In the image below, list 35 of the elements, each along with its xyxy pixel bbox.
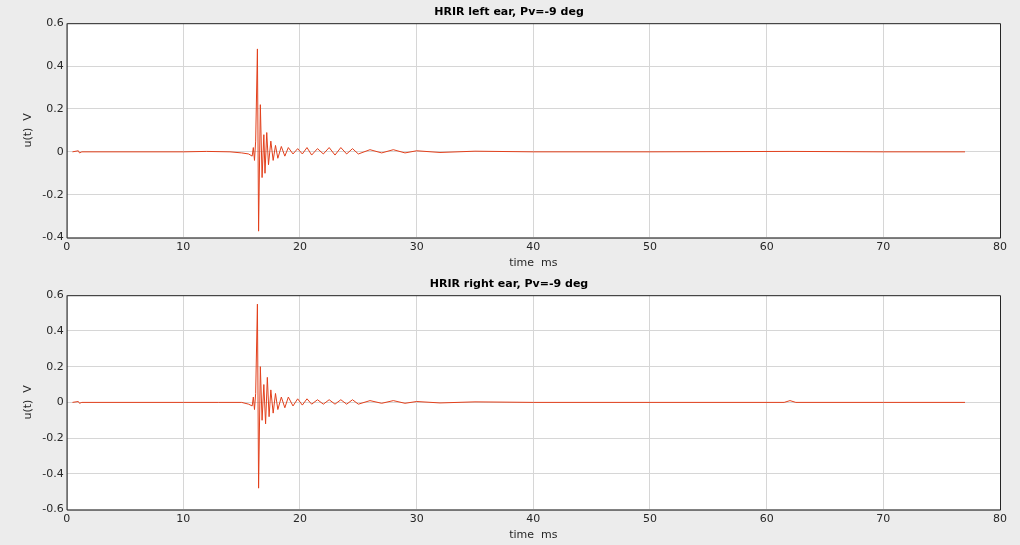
x-tick-label: 50 <box>643 240 657 254</box>
x-axis-title: time ms <box>509 528 558 542</box>
x-tick-label: 70 <box>876 240 891 254</box>
y-tick-label: -0.2 <box>42 187 64 201</box>
x-tick-label: 20 <box>293 240 307 254</box>
y-tick-label: -0.4 <box>42 230 64 244</box>
chart-title: HRIR left ear, Pv=-9 deg <box>434 5 584 19</box>
x-tick-label: 80 <box>993 240 1007 254</box>
y-tick-label: 0.6 <box>46 288 64 302</box>
y-tick-label: 0.4 <box>46 58 64 72</box>
y-axis-title: u(t) V <box>21 384 35 420</box>
x-tick-label: 10 <box>176 240 191 254</box>
y-tick-label: 0.2 <box>46 101 64 115</box>
x-tick-label: 30 <box>409 240 424 254</box>
x-tick-label: 80 <box>993 512 1007 526</box>
x-tick-label: 30 <box>409 512 424 526</box>
y-tick-label: -0.4 <box>42 466 64 480</box>
chart-title: HRIR right ear, Pv=-9 deg <box>429 277 589 291</box>
x-tick-label: 60 <box>759 512 774 526</box>
y-tick-label: -0.2 <box>42 430 64 444</box>
x-tick-label: 40 <box>526 240 541 254</box>
y-tick-label: 0.4 <box>46 323 64 337</box>
y-axis-title: u(t) V <box>21 112 35 148</box>
x-tick-label: 40 <box>526 512 541 526</box>
y-tick-label: 0 <box>56 144 64 158</box>
x-tick-label: 50 <box>643 512 657 526</box>
y-tick-label: 0.6 <box>46 16 64 30</box>
x-tick-label: 10 <box>176 512 191 526</box>
x-axis-title: time ms <box>509 256 558 270</box>
x-tick-label: 60 <box>759 240 774 254</box>
y-tick-label: -0.6 <box>42 502 64 516</box>
x-tick-label: 20 <box>293 512 307 526</box>
x-tick-label: 70 <box>876 512 891 526</box>
y-tick-label: 0 <box>56 395 64 409</box>
y-tick-label: 0.2 <box>46 359 64 373</box>
